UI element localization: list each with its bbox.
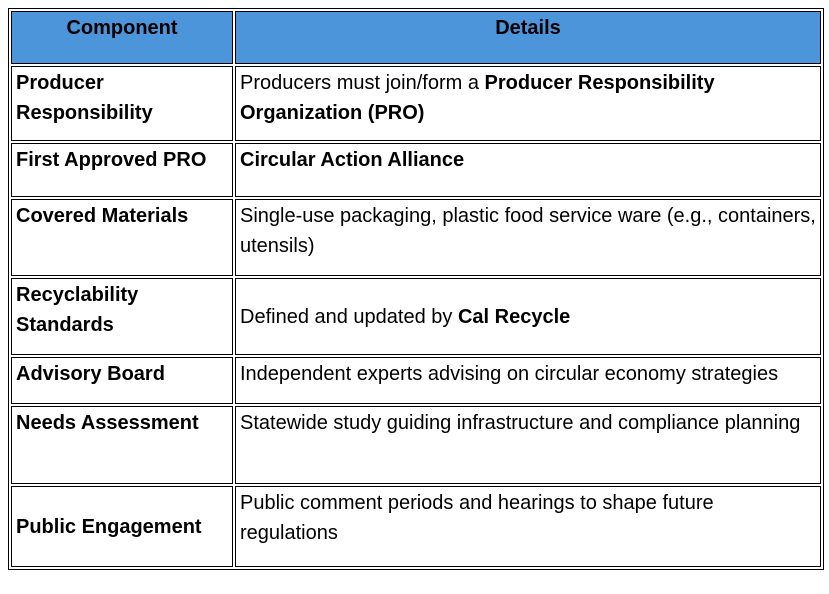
table-row: Advisory Board Independent experts advisi… [11, 357, 821, 404]
details-cell: Single-use packaging, plastic food servi… [235, 199, 821, 276]
components-table: Component Details Producer Responsibilit… [8, 8, 824, 570]
table-row: First Approved PRO Circular Action Allian… [11, 143, 821, 197]
details-text-bold: Cal Recycle [457, 305, 571, 328]
component-cell: Needs Assessment [11, 406, 233, 484]
component-cell: Covered Materials [11, 199, 233, 276]
details-cell: Defined and updated by Cal Recycle [235, 278, 821, 355]
table-row: Needs Assessment Statewide study guiding … [11, 406, 821, 484]
details-text: Single-use packaging, plastic food servi… [240, 205, 816, 257]
table-row: Covered Materials Single-use packaging, p… [11, 199, 821, 276]
details-cell: Public comment periods and hearings to s… [235, 486, 821, 567]
details-cell: Producers must join/form a Producer Resp… [235, 66, 821, 141]
component-cell: First Approved PRO [11, 143, 233, 197]
table-row: Recyclability Standards Defined and updat… [11, 278, 821, 355]
details-cell: Statewide study guiding infrastructure a… [235, 406, 821, 484]
component-cell: Recyclability Standards [11, 278, 233, 355]
header-row: Component Details [11, 11, 821, 64]
column-header-details: Details [235, 11, 821, 64]
details-text: Producers must join/form a [240, 72, 485, 94]
details-cell: Circular Action Alliance [235, 143, 821, 197]
component-cell: Advisory Board [11, 357, 233, 404]
details-text: Public comment periods and hearings to s… [240, 492, 714, 544]
details-text: Statewide study guiding infrastructure a… [240, 412, 801, 434]
table-body: Producer Responsibility Producers must jo… [11, 66, 821, 567]
table-row: Public Engagement Public comment periods … [11, 486, 821, 567]
component-cell: Producer Responsibility [11, 66, 233, 141]
table-row: Producer Responsibility Producers must jo… [11, 66, 821, 141]
component-cell: Public Engagement [11, 486, 233, 567]
details-text-bold: Producer Responsibility Organization (PR… [240, 72, 715, 124]
column-header-component: Component [11, 11, 233, 64]
details-text-bold: Circular Action Alliance [240, 149, 465, 171]
details-text: Independent experts advising on circular… [240, 363, 779, 385]
details-cell: Independent experts advising on circular… [235, 357, 821, 404]
details-text: Defined and updated by [240, 305, 458, 328]
table-header: Component Details [11, 11, 821, 64]
